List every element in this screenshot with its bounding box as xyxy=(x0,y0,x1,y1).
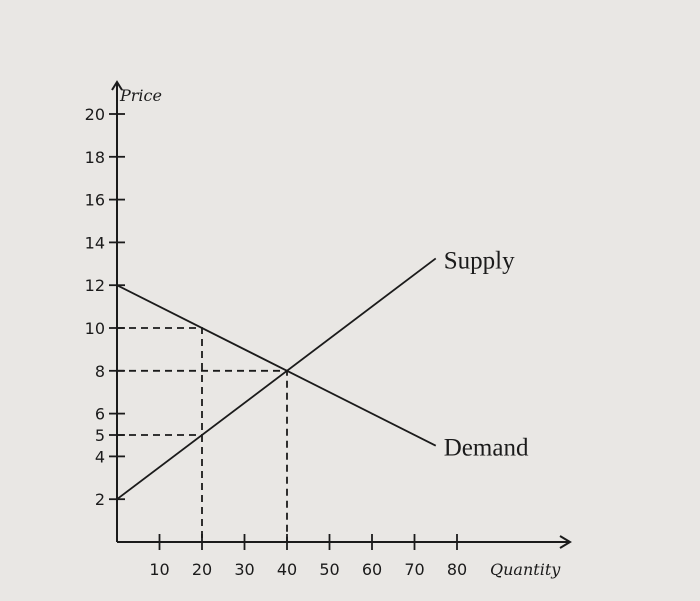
axes xyxy=(109,80,572,550)
labels: 2 4 5 6 8 10 12 14 16 18 20 10 20 30 40 50 60 70 80 Price Qu… xyxy=(85,86,562,579)
x-tick-label: 50 xyxy=(319,560,339,579)
y-axis-arrow xyxy=(111,80,123,91)
y-tick-label: 6 xyxy=(95,405,105,424)
dashed-guide-line xyxy=(117,369,288,542)
y-tick-label: 4 xyxy=(95,447,105,466)
y-tick-label: 16 xyxy=(85,191,105,210)
x-tick-label: 20 xyxy=(192,560,212,579)
y-tick-label: 8 xyxy=(95,362,105,381)
y-tick-label: 2 xyxy=(95,490,105,509)
x-axis-arrow xyxy=(559,535,572,549)
y-tick-label: 20 xyxy=(85,105,105,124)
x-tick-label: 30 xyxy=(234,560,254,579)
demand-label: Demand xyxy=(444,435,529,462)
y-tick-label: 10 xyxy=(85,319,105,338)
demand-curve xyxy=(116,284,437,447)
x-tick-label: 80 xyxy=(447,560,467,579)
curves xyxy=(116,257,437,500)
x-tick-label: 10 xyxy=(149,560,169,579)
y-tick-label: 18 xyxy=(85,148,105,167)
x-axis-title: Quantity xyxy=(490,560,561,579)
x-tick-label: 70 xyxy=(404,560,424,579)
y-tick-label: 14 xyxy=(85,233,105,252)
y-tick-label: 12 xyxy=(85,276,105,295)
y-tick-label: 5 xyxy=(95,426,105,445)
supply-curve xyxy=(116,257,437,500)
supply-label: Supply xyxy=(444,247,515,274)
y-axis-title: Price xyxy=(119,86,162,105)
x-tick-label: 60 xyxy=(362,560,382,579)
x-tick-label: 40 xyxy=(277,560,297,579)
